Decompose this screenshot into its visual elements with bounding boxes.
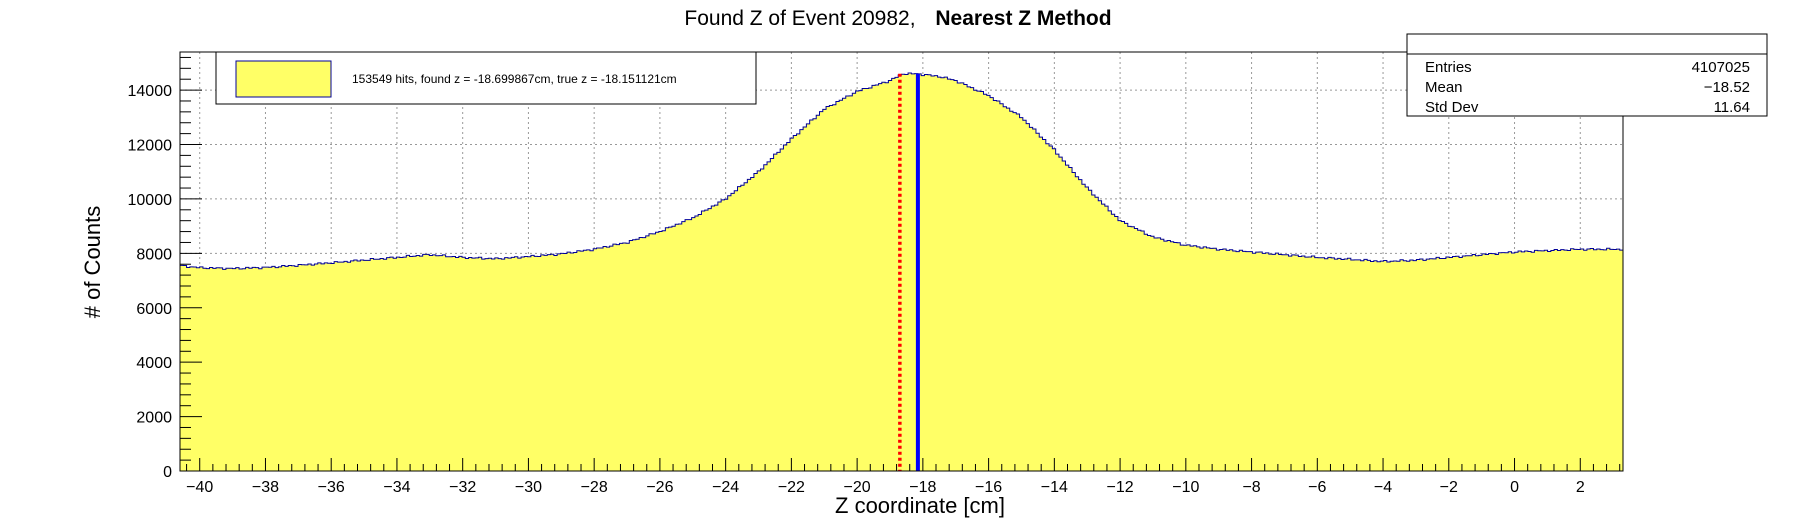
chart-title-main: Found Z of Event 20982, — [684, 7, 915, 30]
legend-entry: 153549 hits, found z = -18.699867cm, tru… — [352, 72, 677, 86]
x-tick-label: −30 — [515, 479, 542, 496]
y-tick-label: 12000 — [128, 138, 173, 155]
x-tick-label: −20 — [844, 479, 871, 496]
x-tick-label: −4 — [1374, 479, 1392, 496]
x-tick-label: −10 — [1172, 479, 1199, 496]
y-tick-label: 10000 — [128, 192, 173, 209]
plot-frame — [179, 51, 1624, 472]
stats-mean-value: −18.52 — [1704, 79, 1750, 96]
x-tick-label: −16 — [975, 479, 1002, 496]
stats-stddev-label: Std Dev — [1425, 99, 1479, 116]
x-tick-label: 2 — [1576, 479, 1585, 496]
stats-entries-value: 4107025 — [1692, 59, 1750, 76]
y-tick-label: 8000 — [136, 246, 172, 263]
x-tick-label: −36 — [318, 479, 345, 496]
x-tick-label: −18 — [909, 479, 936, 496]
x-tick-label: −24 — [712, 479, 739, 496]
x-tick-label: −32 — [449, 479, 476, 496]
y-axis: 0 2000 4000 6000 8000 10000 12000 14000 — [128, 56, 202, 481]
x-tick-label: −34 — [383, 479, 410, 496]
y-tick-label: 0 — [163, 464, 172, 481]
chart-title-method: Nearest Z Method — [935, 7, 1111, 30]
x-tick-label: −26 — [646, 479, 673, 496]
y-tick-label: 2000 — [136, 410, 172, 427]
stats-mean-label: Mean — [1425, 79, 1463, 96]
y-axis-label: # of Counts — [80, 206, 105, 319]
legend-swatch — [235, 60, 332, 98]
x-axis: −40 −38 −36 −34 −32 −30 −28 −26 −24 −22 −20 −18 −16−… — [186, 458, 1621, 496]
x-tick-label: −12 — [1107, 479, 1134, 496]
x-tick-label: −28 — [581, 479, 608, 496]
stats-box: Entries 4107025 Mean −18.52 Std Dev 11.6… — [1406, 33, 1768, 117]
x-axis-label: Z coordinate [cm] — [835, 493, 1005, 518]
marker-lines — [898, 73, 920, 471]
x-tick-label: −22 — [778, 479, 805, 496]
x-tick-label: −6 — [1308, 479, 1326, 496]
stats-entries-label: Entries — [1425, 59, 1472, 76]
stats-stddev-value: 11.64 — [1714, 99, 1750, 116]
x-tick-label: −8 — [1242, 479, 1260, 496]
x-tick-label: 0 — [1510, 479, 1519, 496]
x-tick-label: −38 — [252, 479, 279, 496]
stats-frame — [1406, 33, 1768, 117]
y-tick-label: 4000 — [136, 355, 172, 372]
x-tick-label: −2 — [1440, 479, 1458, 496]
chart-title: Found Z of Event 20982, Nearest Z Method — [684, 7, 1111, 30]
y-tick-label: 14000 — [128, 83, 173, 100]
legend: 153549 hits, found z = -18.699867cm, tru… — [215, 51, 757, 105]
y-tick-label: 6000 — [136, 301, 172, 318]
x-tick-label: −40 — [186, 479, 213, 496]
x-tick-label: −14 — [1041, 479, 1068, 496]
